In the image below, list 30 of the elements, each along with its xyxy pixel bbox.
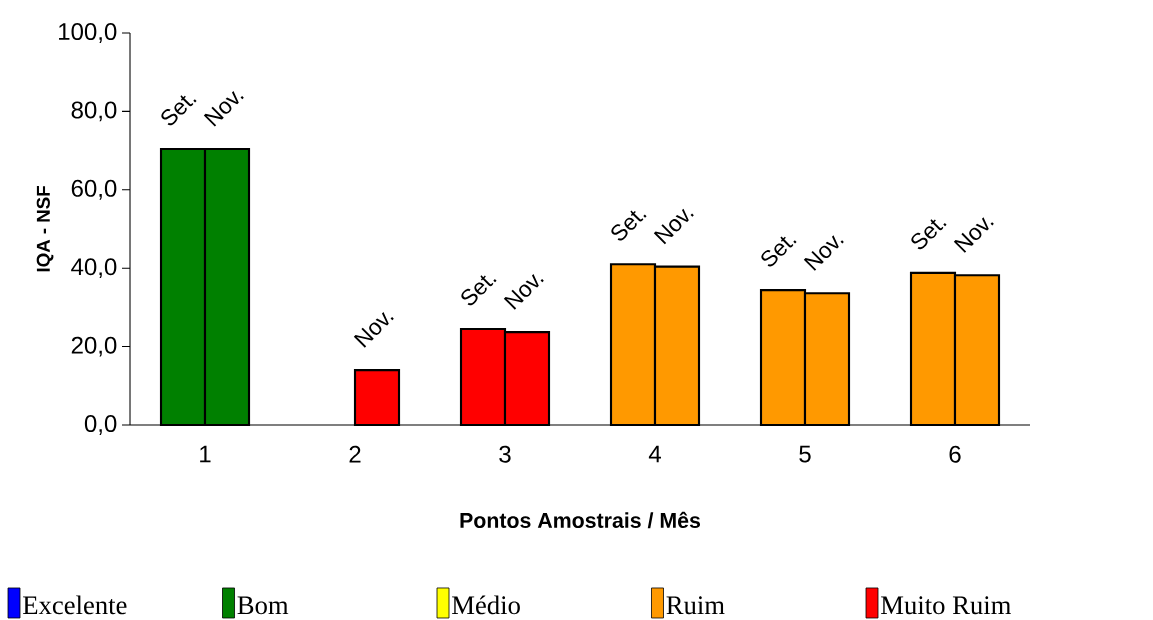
x-tick-label: 6 bbox=[949, 445, 961, 463]
text: Set. bbox=[761, 236, 797, 267]
x-tick-label: 3 bbox=[499, 445, 511, 463]
y-tick-label: 80,0 bbox=[71, 101, 117, 122]
x-tick-label: 1 bbox=[200, 445, 211, 463]
y-tick-label: 60,0 bbox=[71, 179, 117, 200]
text: Nov. bbox=[203, 91, 244, 127]
y-tick-label: 0,0 bbox=[84, 415, 117, 435]
legend-label: Médio bbox=[452, 595, 520, 615]
x-axis-title: Pontos Amostrais / Mês bbox=[460, 511, 701, 529]
text: Set. bbox=[611, 210, 647, 241]
y-tick-label: 20,0 bbox=[71, 336, 117, 357]
y-tick-label: 40,0 bbox=[71, 258, 117, 279]
legend-label: Bom bbox=[237, 596, 289, 615]
y-axis-title: IQA - NSF bbox=[36, 186, 54, 272]
legend-label: Ruim bbox=[666, 596, 725, 615]
text: Nov. bbox=[803, 235, 844, 271]
text: Nov. bbox=[653, 208, 694, 245]
text: Set. bbox=[461, 275, 497, 306]
x-tick-label: 4 bbox=[648, 445, 661, 463]
y-tick-label: 100,0 bbox=[59, 23, 117, 43]
legend-label: Muito Ruim bbox=[881, 596, 1011, 615]
text: Nov. bbox=[503, 274, 544, 310]
x-tick-label: 2 bbox=[349, 445, 361, 463]
text: Nov. bbox=[353, 312, 394, 348]
x-tick-label: 5 bbox=[799, 445, 811, 463]
legend-label: Excelente bbox=[23, 595, 127, 615]
text: Nov. bbox=[953, 217, 994, 253]
text: Set. bbox=[911, 219, 947, 250]
text: Set. bbox=[161, 95, 197, 126]
